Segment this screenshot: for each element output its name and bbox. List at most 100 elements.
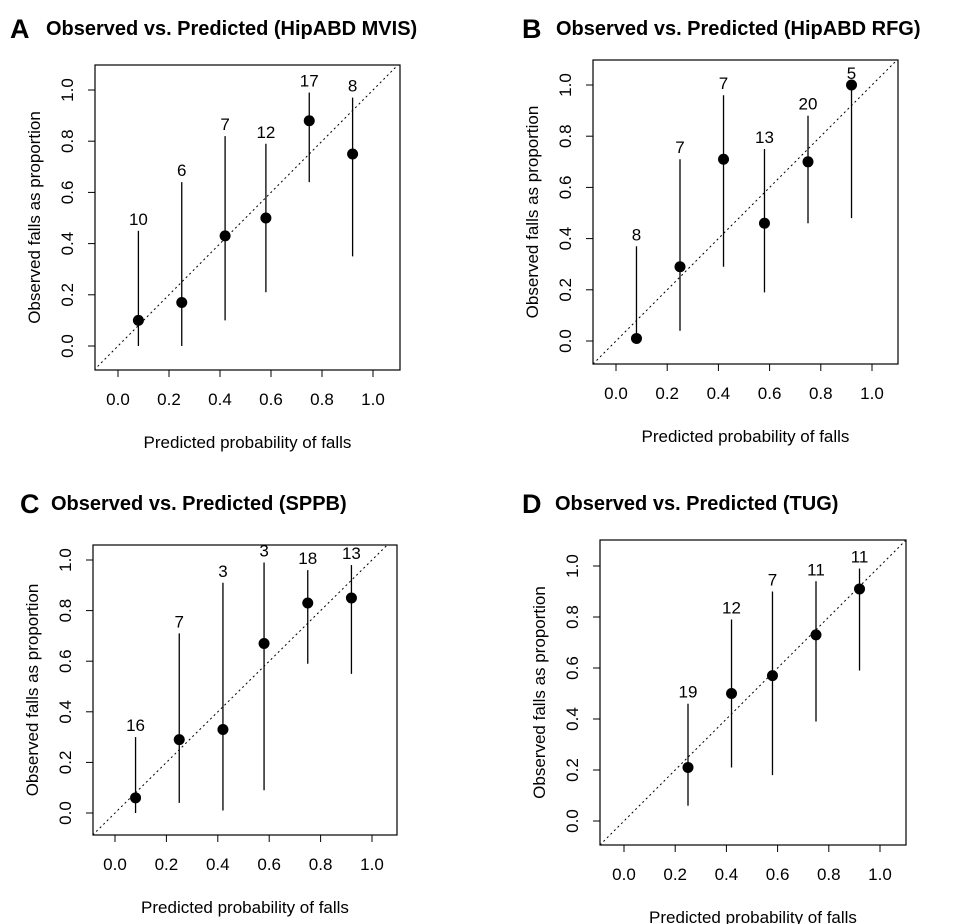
y-tick-label: 0.8 bbox=[56, 599, 75, 623]
data-point bbox=[682, 761, 694, 773]
x-tick-label: 0.2 bbox=[663, 865, 687, 884]
data-point bbox=[802, 156, 814, 168]
y-tick-label: 0.8 bbox=[563, 605, 582, 629]
y-tick-label: 0.8 bbox=[556, 124, 575, 148]
data-point bbox=[302, 597, 314, 609]
y-tick-label: 0.4 bbox=[556, 227, 575, 251]
y-tick-label: 0.4 bbox=[56, 700, 75, 724]
x-tick-label: 0.6 bbox=[259, 390, 283, 409]
y-tick-label: 1.0 bbox=[563, 554, 582, 578]
data-point bbox=[132, 314, 144, 326]
y-tick-label: 0.0 bbox=[556, 329, 575, 353]
panel-title: Observed vs. Predicted (SPPB) bbox=[51, 493, 347, 515]
reference-line bbox=[593, 60, 898, 364]
y-tick-label: 1.0 bbox=[556, 73, 575, 97]
panel-letter: D bbox=[522, 489, 542, 519]
y-tick-label: 0.6 bbox=[58, 181, 77, 205]
panel-title: Observed vs. Predicted (TUG) bbox=[555, 493, 838, 515]
x-tick-label: 0.2 bbox=[157, 390, 181, 409]
y-tick-label: 0.2 bbox=[563, 758, 582, 782]
y-tick-label: 0.8 bbox=[58, 129, 77, 153]
x-tick-label: 1.0 bbox=[868, 865, 892, 884]
y-tick-label: 0.4 bbox=[563, 707, 582, 731]
y-tick-label: 0.4 bbox=[58, 232, 77, 256]
count-label: 13 bbox=[342, 544, 361, 563]
x-tick-label: 1.0 bbox=[361, 390, 385, 409]
panel-title: Observed vs. Predicted (HipABD RFG) bbox=[556, 18, 921, 40]
count-label: 7 bbox=[675, 138, 684, 157]
count-label: 5 bbox=[847, 64, 856, 83]
panel-letter: C bbox=[20, 489, 40, 519]
count-label: 18 bbox=[298, 549, 317, 568]
data-point bbox=[173, 734, 185, 746]
data-point bbox=[258, 637, 270, 649]
data-point bbox=[726, 688, 738, 699]
data-point bbox=[854, 583, 866, 595]
data-point bbox=[303, 115, 315, 127]
count-label: 7 bbox=[719, 74, 728, 93]
count-label: 19 bbox=[679, 683, 698, 702]
y-tick-label: 0.0 bbox=[56, 801, 75, 825]
y-tick-label: 0.6 bbox=[56, 649, 75, 673]
reference-line bbox=[93, 545, 388, 835]
data-point bbox=[176, 296, 188, 308]
panel-title: Observed vs. Predicted (HipABD MVIS) bbox=[46, 18, 417, 40]
count-label: 13 bbox=[755, 128, 774, 147]
panel-b: B Observed vs. Predicted (HipABD RFG) 0.0 0… bbox=[522, 14, 921, 446]
y-axis-label: Observed falls as proportion bbox=[25, 111, 44, 324]
y-tick-label: 0.0 bbox=[563, 809, 582, 833]
x-tick-label: 0.4 bbox=[715, 865, 739, 884]
count-label: 12 bbox=[722, 599, 741, 618]
panel-c: C Observed vs. Predicted (SPPB) 0.0 0.2 0.4 0… bbox=[20, 489, 398, 917]
count-label: 8 bbox=[632, 225, 641, 244]
count-label: 7 bbox=[175, 612, 184, 631]
count-label: 8 bbox=[348, 77, 357, 96]
data-point bbox=[810, 629, 822, 641]
x-tick-label: 0.4 bbox=[707, 384, 731, 403]
x-tick-label: 0.2 bbox=[155, 855, 179, 874]
y-tick-label: 1.0 bbox=[58, 78, 77, 102]
panel-letter: B bbox=[522, 14, 542, 44]
x-tick-label: 0.8 bbox=[310, 390, 334, 409]
data-point bbox=[630, 332, 642, 344]
x-tick-label: 0.8 bbox=[309, 855, 333, 874]
x-tick-label: 0.6 bbox=[766, 865, 790, 884]
data-point bbox=[846, 79, 858, 91]
count-label: 3 bbox=[218, 562, 227, 581]
data-point bbox=[347, 148, 359, 160]
count-label: 20 bbox=[799, 95, 818, 114]
y-tick-label: 0.6 bbox=[563, 656, 582, 680]
x-tick-label: 0.0 bbox=[612, 865, 636, 884]
data-point bbox=[219, 230, 231, 242]
x-tick-label: 0.0 bbox=[604, 384, 628, 403]
count-label: 11 bbox=[851, 548, 869, 567]
count-label: 16 bbox=[126, 716, 145, 735]
plot-frame bbox=[94, 64, 401, 371]
panel-d: D Observed vs. Predicted (TUG) 0.0 0.2 0.4 0.… bbox=[522, 489, 907, 924]
x-tick-label: 0.8 bbox=[809, 384, 833, 403]
x-tick-label: 0.6 bbox=[257, 855, 281, 874]
plot-frame bbox=[599, 539, 907, 846]
panel-letter: A bbox=[10, 14, 30, 44]
data-point bbox=[260, 212, 272, 224]
y-tick-label: 1.0 bbox=[56, 548, 75, 572]
data-point bbox=[674, 261, 686, 273]
plot-frame bbox=[92, 544, 398, 836]
count-label: 12 bbox=[256, 123, 275, 142]
data-point bbox=[766, 670, 778, 682]
data-point bbox=[718, 153, 730, 165]
x-tick-label: 0.4 bbox=[206, 855, 230, 874]
y-tick-label: 0.0 bbox=[58, 334, 77, 358]
y-tick-label: 0.6 bbox=[556, 176, 575, 200]
count-label: 7 bbox=[768, 571, 777, 590]
count-label: 17 bbox=[300, 72, 319, 91]
x-tick-label: 0.6 bbox=[758, 384, 782, 403]
data-point bbox=[130, 792, 142, 804]
x-tick-label: 0.0 bbox=[106, 390, 130, 409]
x-tick-label: 1.0 bbox=[860, 384, 884, 403]
y-axis-label: Observed falls as proportion bbox=[23, 584, 42, 797]
x-axis-label: Predicted probability of falls bbox=[649, 908, 857, 924]
panel-a: A Observed vs. Predicted (HipABD MVIS) 0.0… bbox=[10, 14, 417, 452]
x-axis-label: Predicted probability of falls bbox=[642, 427, 850, 446]
